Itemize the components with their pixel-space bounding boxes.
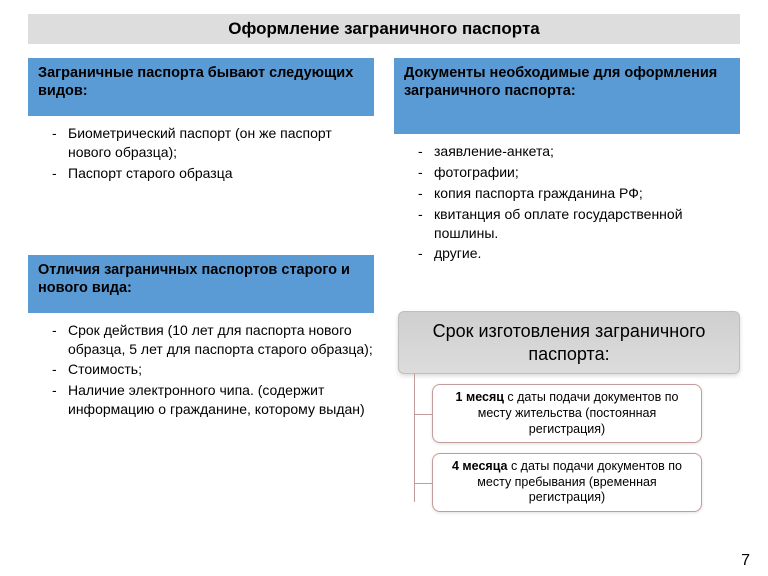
page: Оформление заграничного паспорта Заграни…: [0, 0, 768, 576]
right-section1-header-text: Документы необходимые для оформления заг…: [404, 64, 730, 100]
list-item: заявление-анкета;: [418, 142, 740, 161]
list-item: Паспорт старого образца: [52, 164, 374, 183]
tree-box-rest: с даты подачи документов по месту житель…: [478, 390, 679, 435]
spacer: [394, 265, 740, 301]
columns: Заграничные паспорта бывают следующих ви…: [28, 58, 740, 512]
page-number: 7: [741, 552, 750, 570]
list-item: Стоимость;: [52, 360, 374, 379]
list-item: квитанция об оплате государственной пошл…: [418, 205, 740, 243]
left-section2-header: Отличия заграничных паспортов старого и …: [28, 255, 374, 313]
page-title: Оформление заграничного паспорта: [228, 19, 540, 39]
tree-item: 4 месяца с даты подачи документов по мес…: [432, 453, 740, 512]
list-item: другие.: [418, 244, 740, 263]
left-section2-list: Срок действия (10 лет для паспорта новог…: [52, 321, 374, 421]
tree-box-bold: 1 месяц: [456, 390, 504, 404]
left-section2-header-text: Отличия заграничных паспортов старого и …: [38, 261, 364, 297]
tree-item: 1 месяц с даты подачи документов по мест…: [432, 384, 740, 443]
tree-box: 1 месяц с даты подачи документов по мест…: [432, 384, 702, 443]
right-section1-list: заявление-анкета; фотографии; копия пасп…: [418, 142, 740, 265]
left-section1-header: Заграничные паспорта бывают следующих ви…: [28, 58, 374, 116]
list-item: Наличие электронного чипа. (содержит инф…: [52, 381, 374, 419]
left-section1-header-text: Заграничные паспорта бывают следующих ви…: [38, 64, 364, 100]
left-column: Заграничные паспорта бывают следующих ви…: [28, 58, 374, 512]
list-item: фотографии;: [418, 163, 740, 182]
left-section1-list: Биометрический паспорт (он же паспорт но…: [52, 124, 374, 185]
right-column: Документы необходимые для оформления заг…: [394, 58, 740, 512]
tree-box: 4 месяца с даты подачи документов по мес…: [432, 453, 702, 512]
timeline-tree: 1 месяц с даты подачи документов по мест…: [398, 374, 740, 512]
list-item: Срок действия (10 лет для паспорта новог…: [52, 321, 374, 359]
timeline-title-box: Срок изготовления заграничного паспорта:: [398, 311, 740, 374]
spacer: [28, 185, 374, 255]
timeline-title-text: Срок изготовления заграничного паспорта:: [433, 321, 706, 364]
list-item: копия паспорта гражданина РФ;: [418, 184, 740, 203]
list-item: Биометрический паспорт (он же паспорт но…: [52, 124, 374, 162]
tree-box-bold: 4 месяца: [452, 459, 508, 473]
right-section1-header: Документы необходимые для оформления заг…: [394, 58, 740, 134]
page-title-bar: Оформление заграничного паспорта: [28, 14, 740, 44]
tree-box-rest: с даты подачи документов по месту пребыв…: [477, 459, 682, 504]
